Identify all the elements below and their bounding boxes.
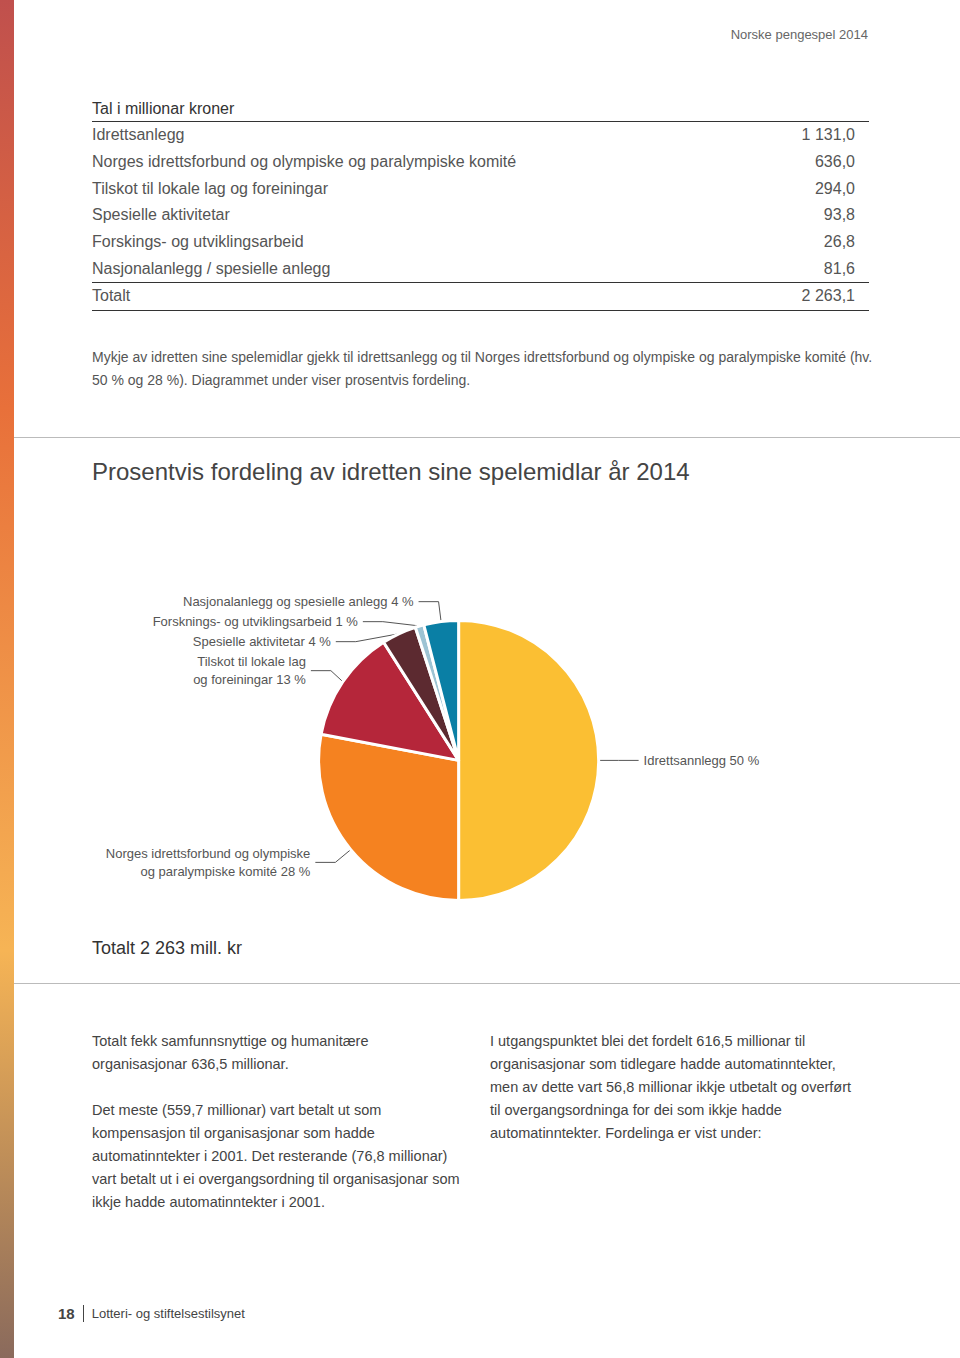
svg-text:Spesielle aktivitetar 4 %: Spesielle aktivitetar 4 %: [193, 634, 331, 649]
html-text:636,0: 636,0: [815, 153, 855, 170]
html-text:Tal i millionar kroner: Tal i millionar kroner: [92, 100, 235, 117]
html-text:Totalt 2 263 mill. kr: Totalt 2 263 mill. kr: [92, 938, 243, 958]
html-text:81,6: 81,6: [823, 259, 855, 277]
html-text:Totalt fekk samfunnsnyttige og: Totalt fekk samfunnsnyttige og humanitær…: [92, 1033, 369, 1072]
html-text:Nasjonalanlegg / spesielle anl: Nasjonalanlegg / spesielle anlegg: [92, 259, 331, 277]
html-text:18: 18: [58, 1305, 75, 1322]
svg-text:og foreiningar 13 %: og foreiningar 13 %: [193, 672, 306, 687]
html-text:93,8: 93,8: [823, 206, 855, 224]
html-text:Norske pengespel 2014: Norske pengespel 2014: [730, 27, 868, 42]
html-text:I utgangspunktet blei det ford: I utgangspunktet blei det fordelt 616,5 …: [490, 1033, 852, 1141]
html-text:Forskings- og utviklingsarbeid: Forskings- og utviklingsarbeid: [92, 233, 304, 251]
html-text:1 131,0: 1 131,0: [801, 126, 855, 144]
svg-text:Tilskot til lokale lag: Tilskot til lokale lag: [197, 654, 306, 669]
html-text:Norges idrettsforbund og olymp: Norges idrettsforbund og olympiske og pa…: [92, 153, 517, 170]
html-text:Totalt: Totalt: [92, 287, 131, 305]
svg-text:Nasjonalanlegg og spesielle an: Nasjonalanlegg og spesielle anlegg 4 %: [183, 594, 414, 609]
html-text:Idrettsanlegg: Idrettsanlegg: [92, 126, 185, 144]
html-text:Spesielle aktivitetar: Spesielle aktivitetar: [92, 206, 230, 224]
svg-text:Idrettsannlegg 50 %: Idrettsannlegg 50 %: [644, 753, 760, 768]
html-text:Prosentvis fordeling av idrett: Prosentvis fordeling av idretten sine sp…: [92, 458, 690, 485]
html-text:Lotteri- og stiftelsestilsynet: Lotteri- og stiftelsestilsynet: [91, 1306, 245, 1321]
html-text:294,0: 294,0: [815, 179, 855, 197]
html-text:Det meste (559,7 millionar) va: Det meste (559,7 millionar) vart betalt …: [92, 1102, 460, 1210]
svg-text:Forsknings- og utviklingsarbei: Forsknings- og utviklingsarbeid 1 %: [153, 614, 359, 629]
svg-text:og paralympiske komité 28 %: og paralympiske komité 28 %: [141, 864, 311, 879]
svg-text:Norges idrettsforbund og olymp: Norges idrettsforbund og olympiske: [106, 846, 311, 861]
html-text:Mykje av idretten sine spelemi: Mykje av idretten sine spelemidlar gjekk…: [92, 349, 873, 388]
html-text:2 263,1: 2 263,1: [801, 287, 855, 305]
html-text:26,8: 26,8: [823, 233, 855, 251]
html-text:Tilskot til lokale lag og fore: Tilskot til lokale lag og foreiningar: [92, 179, 328, 197]
